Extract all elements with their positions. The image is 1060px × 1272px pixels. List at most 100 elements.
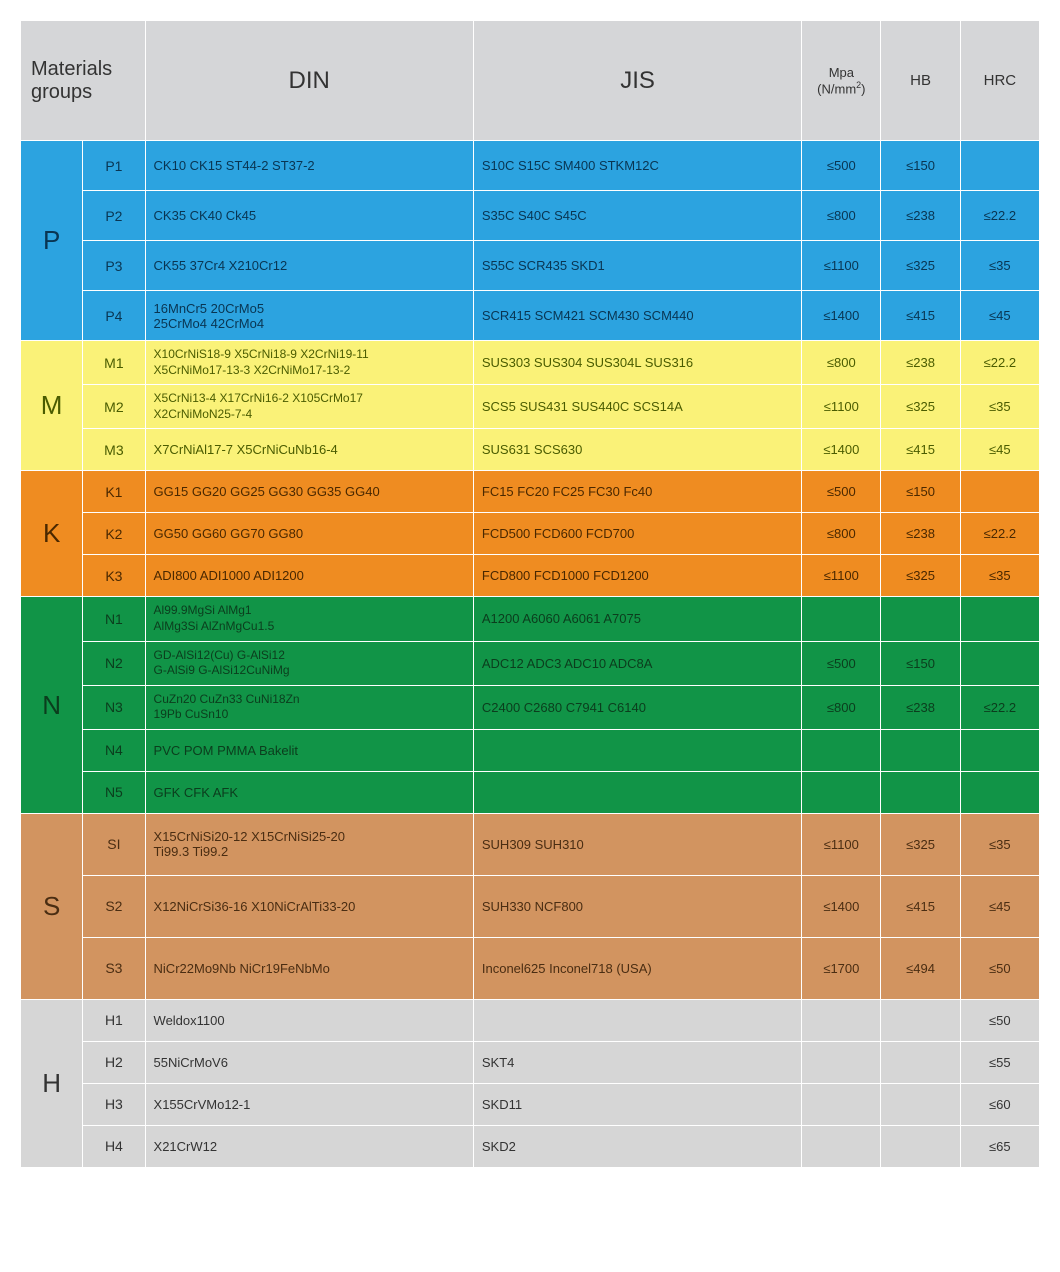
- mpa-cell: ≤500: [802, 471, 881, 513]
- table-row: P416MnCr5 20CrMo525CrMo4 42CrMo4SCR415 S…: [21, 291, 1040, 341]
- group-label-P: P: [21, 141, 83, 341]
- subgroup-label: P3: [83, 241, 145, 291]
- col-hrc: HRC: [960, 21, 1039, 141]
- mpa-cell: [802, 1083, 881, 1125]
- jis-cell: S35C S40C S45C: [473, 191, 801, 241]
- din-cell: PVC POM PMMA Bakelit: [145, 729, 473, 771]
- subgroup-label: H4: [83, 1125, 145, 1167]
- table-row: H4X21CrW12SKD2≤65: [21, 1125, 1040, 1167]
- mpa-cell: ≤800: [802, 513, 881, 555]
- table-row: MM1X10CrNiS18-9 X5CrNi18-9 X2CrNi19-11X5…: [21, 341, 1040, 385]
- table-row: S2X12NiCrSi36-16 X10NiCrAlTi33-20SUH330 …: [21, 875, 1040, 937]
- table-row: HH1Weldox1100≤50: [21, 999, 1040, 1041]
- jis-cell: SUH330 NCF800: [473, 875, 801, 937]
- hb-cell: ≤494: [881, 937, 960, 999]
- hrc-cell: ≤45: [960, 429, 1039, 471]
- col-mpa: Mpa (N/mm2): [802, 21, 881, 141]
- hb-cell: ≤150: [881, 641, 960, 685]
- jis-cell: SCS5 SUS431 SUS440C SCS14A: [473, 385, 801, 429]
- hb-cell: ≤325: [881, 813, 960, 875]
- din-cell: X7CrNiAl17-7 X5CrNiCuNb16-4: [145, 429, 473, 471]
- subgroup-label: SI: [83, 813, 145, 875]
- table-row: NN1Al99.9MgSi AlMg1AlMg3Si AlZnMgCu1.5A1…: [21, 597, 1040, 641]
- hrc-cell: ≤22.2: [960, 685, 1039, 729]
- mpa-cell: ≤500: [802, 141, 881, 191]
- mpa-cell: [802, 1125, 881, 1167]
- hb-cell: [881, 1041, 960, 1083]
- table-row: SSIX15CrNiSi20-12 X15CrNiSi25-20Ti99.3 T…: [21, 813, 1040, 875]
- subgroup-label: K3: [83, 555, 145, 597]
- din-cell: GG50 GG60 GG70 GG80: [145, 513, 473, 555]
- hrc-cell: ≤35: [960, 555, 1039, 597]
- table-row: N3CuZn20 CuZn33 CuNi18Zn19Pb CuSn10C2400…: [21, 685, 1040, 729]
- hrc-cell: [960, 771, 1039, 813]
- hb-cell: ≤325: [881, 241, 960, 291]
- hb-cell: ≤415: [881, 875, 960, 937]
- table-row: K2GG50 GG60 GG70 GG80FCD500 FCD600 FCD70…: [21, 513, 1040, 555]
- hrc-cell: ≤50: [960, 999, 1039, 1041]
- subgroup-label: N4: [83, 729, 145, 771]
- col-jis: JIS: [473, 21, 801, 141]
- group-label-K: K: [21, 471, 83, 597]
- jis-cell: SUS303 SUS304 SUS304L SUS316: [473, 341, 801, 385]
- col-materials-groups: Materials groups: [21, 21, 146, 141]
- mpa-cell: ≤1100: [802, 385, 881, 429]
- subgroup-label: N1: [83, 597, 145, 641]
- table-row: N5GFK CFK AFK: [21, 771, 1040, 813]
- hrc-cell: ≤22.2: [960, 513, 1039, 555]
- subgroup-label: N2: [83, 641, 145, 685]
- hrc-cell: ≤50: [960, 937, 1039, 999]
- jis-cell: S10C S15C SM400 STKM12C: [473, 141, 801, 191]
- mpa-cell: ≤1700: [802, 937, 881, 999]
- jis-cell: C2400 C2680 C7941 C6140: [473, 685, 801, 729]
- mpa-cell: ≤1100: [802, 241, 881, 291]
- din-cell: GG15 GG20 GG25 GG30 GG35 GG40: [145, 471, 473, 513]
- din-cell: 16MnCr5 20CrMo525CrMo4 42CrMo4: [145, 291, 473, 341]
- mpa-cell: [802, 729, 881, 771]
- jis-cell: SKD2: [473, 1125, 801, 1167]
- hb-cell: ≤238: [881, 685, 960, 729]
- subgroup-label: N5: [83, 771, 145, 813]
- hrc-cell: [960, 471, 1039, 513]
- subgroup-label: M2: [83, 385, 145, 429]
- hb-cell: ≤238: [881, 513, 960, 555]
- din-cell: GFK CFK AFK: [145, 771, 473, 813]
- subgroup-label: K1: [83, 471, 145, 513]
- din-cell: CK10 CK15 ST44-2 ST37-2: [145, 141, 473, 191]
- subgroup-label: H2: [83, 1041, 145, 1083]
- table-row: M2X5CrNi13-4 X17CrNi16-2 X105CrMo17X2CrN…: [21, 385, 1040, 429]
- hb-cell: ≤325: [881, 555, 960, 597]
- subgroup-label: K2: [83, 513, 145, 555]
- hb-cell: ≤150: [881, 141, 960, 191]
- group-label-M: M: [21, 341, 83, 471]
- table-row: P2CK35 CK40 Ck45S35C S40C S45C≤800≤238≤2…: [21, 191, 1040, 241]
- mpa-cell: [802, 1041, 881, 1083]
- din-cell: X10CrNiS18-9 X5CrNi18-9 X2CrNi19-11X5CrN…: [145, 341, 473, 385]
- jis-cell: [473, 729, 801, 771]
- hb-cell: ≤150: [881, 471, 960, 513]
- jis-cell: S55C SCR435 SKD1: [473, 241, 801, 291]
- din-cell: ADI800 ADI1000 ADI1200: [145, 555, 473, 597]
- hrc-cell: ≤65: [960, 1125, 1039, 1167]
- mpa-cell: [802, 771, 881, 813]
- hrc-cell: ≤45: [960, 291, 1039, 341]
- hb-cell: ≤238: [881, 191, 960, 241]
- mpa-cell: ≤1400: [802, 291, 881, 341]
- hrc-cell: ≤35: [960, 241, 1039, 291]
- mpa-cell: ≤800: [802, 191, 881, 241]
- din-cell: X15CrNiSi20-12 X15CrNiSi25-20Ti99.3 Ti99…: [145, 813, 473, 875]
- mpa-cell: [802, 999, 881, 1041]
- din-cell: X155CrVMo12-1: [145, 1083, 473, 1125]
- table-row: P3CK55 37Cr4 X210Cr12S55C SCR435 SKD1≤11…: [21, 241, 1040, 291]
- table-row: M3X7CrNiAl17-7 X5CrNiCuNb16-4SUS631 SCS6…: [21, 429, 1040, 471]
- mpa-cell: ≤500: [802, 641, 881, 685]
- col-din: DIN: [145, 21, 473, 141]
- din-cell: GD-AlSi12(Cu) G-AlSi12G-AlSi9 G-AlSi12Cu…: [145, 641, 473, 685]
- hb-cell: [881, 1083, 960, 1125]
- subgroup-label: M1: [83, 341, 145, 385]
- jis-cell: SKD11: [473, 1083, 801, 1125]
- hb-cell: ≤238: [881, 341, 960, 385]
- jis-cell: SUS631 SCS630: [473, 429, 801, 471]
- subgroup-label: S3: [83, 937, 145, 999]
- subgroup-label: P2: [83, 191, 145, 241]
